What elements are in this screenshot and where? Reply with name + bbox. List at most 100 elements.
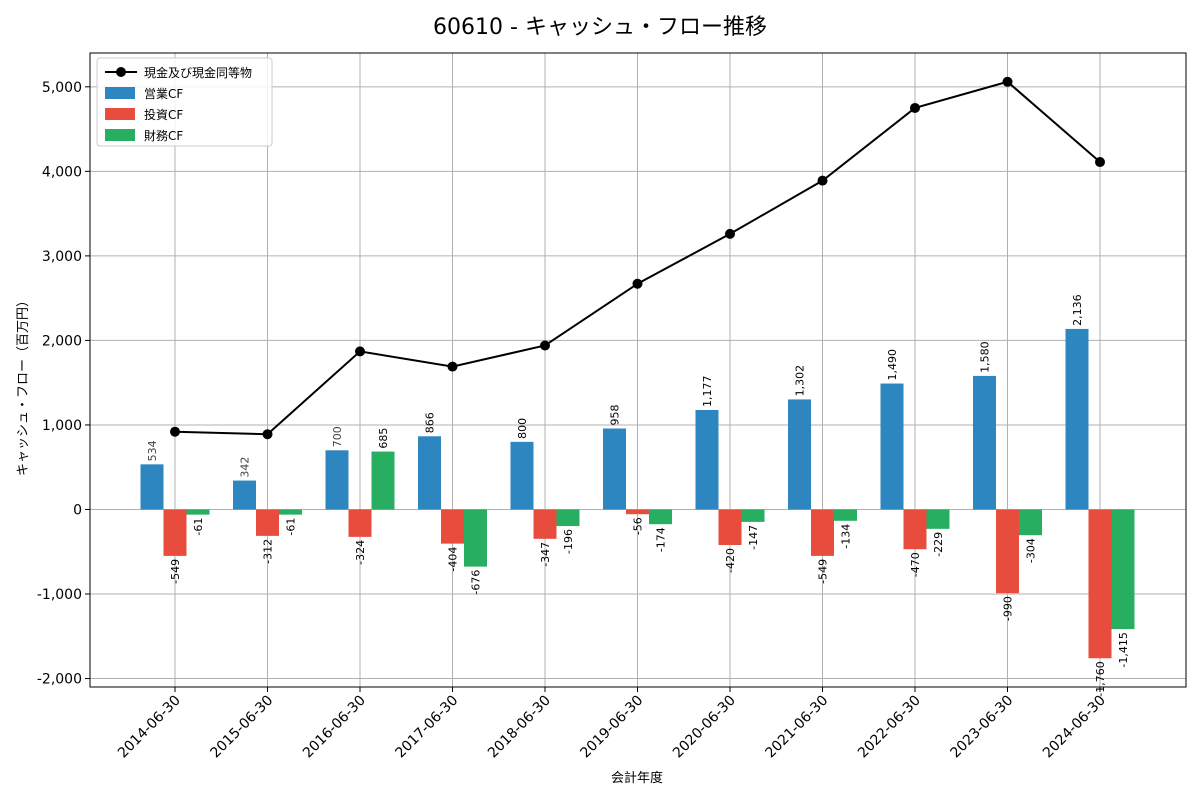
bar-財務CF-2022-06-30: [926, 509, 950, 529]
bar-営業CF-2014-06-30: [140, 464, 164, 510]
bar-value-label: -1,760: [1094, 661, 1107, 696]
bar-value-label: -347: [539, 542, 552, 567]
line-marker: [910, 102, 920, 113]
bar-投資CF-2021-06-30: [811, 509, 834, 556]
x-tick-label: 2020-06-30: [670, 693, 739, 762]
x-tick-label: 2019-06-30: [577, 693, 646, 762]
y-tick-label: -2,000: [37, 672, 82, 688]
bar-value-label: 685: [377, 428, 390, 449]
bar-value-label: -470: [909, 552, 922, 577]
bar-営業CF-2022-06-30: [880, 383, 904, 510]
bar-財務CF-2024-06-30: [1111, 509, 1135, 630]
y-tick-label: 4,000: [42, 164, 82, 180]
y-axis-label: キャッシュ・フロー（百万円）: [16, 294, 31, 476]
bar-財務CF-2018-06-30: [556, 509, 580, 527]
bar-value-label: 1,177: [701, 375, 714, 407]
chart-title: 60610 - キャッシュ・フロー推移: [433, 15, 767, 40]
legend-bar-swatch: [105, 129, 135, 141]
legend-label: 財務CF: [144, 128, 183, 143]
bar-投資CF-2023-06-30: [996, 509, 1019, 594]
legend-label: 投資CF: [144, 107, 183, 122]
y-tick-label: 3,000: [42, 249, 82, 265]
line-marker: [1002, 76, 1013, 87]
legend-label: 現金及び現金同等物: [144, 65, 252, 80]
bar-value-label: -420: [724, 548, 737, 573]
line-marker: [262, 429, 273, 440]
legend-bar-swatch: [105, 87, 135, 99]
bar-営業CF-2017-06-30: [418, 436, 441, 510]
line-marker: [632, 278, 643, 289]
bar-財務CF-2019-06-30: [649, 509, 672, 525]
y-tick-label: 5,000: [42, 80, 82, 96]
x-tick-label: 2018-06-30: [485, 693, 554, 762]
x-tick-label: 2014-06-30: [115, 693, 184, 762]
bar-value-label: -304: [1025, 538, 1038, 563]
bar-value-label: -990: [1002, 596, 1015, 621]
bar-投資CF-2024-06-30: [1088, 509, 1112, 659]
bar-value-label: 2,136: [1071, 294, 1084, 326]
legend-bar-swatch: [105, 108, 135, 120]
bar-営業CF-2018-06-30: [510, 441, 534, 510]
legend-marker-swatch: [116, 67, 126, 77]
bar-営業CF-2016-06-30: [325, 450, 349, 510]
bar-value-label: 958: [609, 404, 622, 425]
bar-value-label: -134: [840, 524, 853, 549]
line-marker: [540, 340, 550, 351]
bar-value-label: -404: [447, 547, 460, 572]
bar-投資CF-2017-06-30: [441, 509, 464, 544]
line-marker: [355, 346, 365, 357]
x-tick-label: 2021-06-30: [762, 693, 831, 762]
bar-投資CF-2020-06-30: [718, 509, 742, 545]
bar-value-label: 700: [331, 426, 344, 447]
bar-投資CF-2015-06-30: [256, 509, 279, 536]
bar-営業CF-2023-06-30: [973, 375, 996, 510]
line-marker: [725, 228, 735, 239]
line-marker: [1095, 157, 1105, 168]
x-tick-label: 2015-06-30: [207, 693, 276, 762]
bar-財務CF-2014-06-30: [186, 509, 210, 515]
bar-value-label: 1,490: [886, 349, 899, 381]
bar-営業CF-2020-06-30: [695, 409, 719, 510]
bar-営業CF-2015-06-30: [233, 480, 256, 510]
bar-投資CF-2014-06-30: [163, 509, 187, 556]
y-tick-label: 0: [73, 502, 82, 518]
x-tick-label: 2024-06-30: [1040, 693, 1109, 762]
bar-value-label: -549: [169, 559, 182, 584]
bar-value-label: 800: [516, 418, 529, 439]
bar-value-label: -196: [562, 529, 575, 554]
bar-value-label: 1,580: [979, 341, 992, 373]
bar-営業CF-2019-06-30: [603, 428, 626, 510]
y-tick-label: 2,000: [42, 333, 82, 349]
bar-value-label: -312: [262, 539, 275, 564]
x-tick-label: 2016-06-30: [300, 693, 369, 762]
bar-value-label: -229: [932, 532, 945, 557]
bar-value-label: -324: [354, 540, 367, 565]
bar-value-label: 866: [424, 412, 437, 433]
line-marker: [817, 175, 828, 186]
x-axis-label: 会計年度: [611, 770, 663, 786]
legend-label: 営業CF: [144, 87, 183, 101]
legend-box: [96, 57, 273, 147]
bar-財務CF-2021-06-30: [834, 509, 857, 521]
bar-value-label: 534: [146, 440, 159, 461]
bar-value-label: -147: [747, 525, 760, 550]
bar-value-label: -1,415: [1117, 632, 1130, 667]
bar-財務CF-2015-06-30: [279, 509, 302, 515]
bar-営業CF-2024-06-30: [1065, 328, 1089, 510]
bar-投資CF-2016-06-30: [348, 509, 372, 537]
bar-value-label: -549: [817, 559, 830, 584]
bar-営業CF-2021-06-30: [788, 399, 811, 510]
x-tick-label: 2023-06-30: [947, 693, 1016, 762]
line-marker: [447, 361, 458, 372]
bar-value-label: 342: [239, 457, 252, 478]
x-tick-label: 2017-06-30: [392, 693, 461, 762]
y-tick-label: 1,000: [42, 418, 82, 434]
x-tick-label: 2022-06-30: [855, 693, 924, 762]
bar-投資CF-2022-06-30: [903, 509, 927, 550]
bar-value-label: -174: [655, 527, 668, 552]
bar-投資CF-2018-06-30: [533, 509, 557, 539]
bar-財務CF-2016-06-30: [371, 451, 395, 510]
